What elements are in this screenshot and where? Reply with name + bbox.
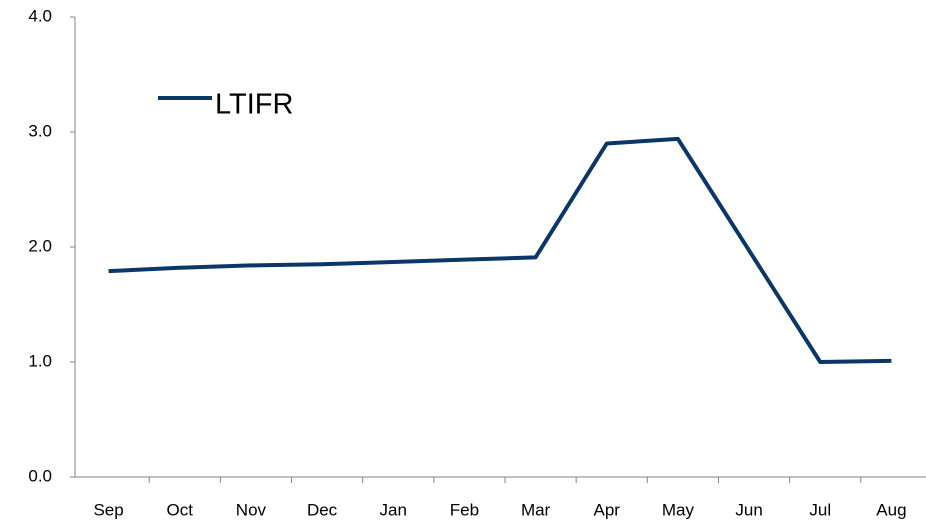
x-tick-label: Apr — [594, 500, 621, 519]
x-tick-label: Sep — [93, 500, 123, 519]
y-tick-label: 2.0 — [28, 236, 52, 255]
x-tick-label: Oct — [167, 500, 194, 519]
x-tick-label: Dec — [307, 500, 338, 519]
x-tick-label: Jan — [380, 500, 407, 519]
y-tick-label: 1.0 — [28, 351, 52, 370]
legend-label: LTIFR — [215, 89, 293, 121]
x-tick-label: Jun — [735, 500, 762, 519]
x-tick-label: Jul — [809, 500, 831, 519]
x-tick-label: Feb — [450, 500, 479, 519]
y-tick-label: 0.0 — [28, 466, 52, 485]
line-series — [108, 136, 892, 364]
x-tick-label: Mar — [521, 500, 551, 519]
x-tick-label: Nov — [236, 500, 267, 519]
x-tick-label: May — [662, 500, 695, 519]
y-tick-label: 3.0 — [28, 121, 52, 140]
x-tick-label: Aug — [876, 500, 906, 519]
y-tick-label: 4.0 — [28, 6, 52, 25]
